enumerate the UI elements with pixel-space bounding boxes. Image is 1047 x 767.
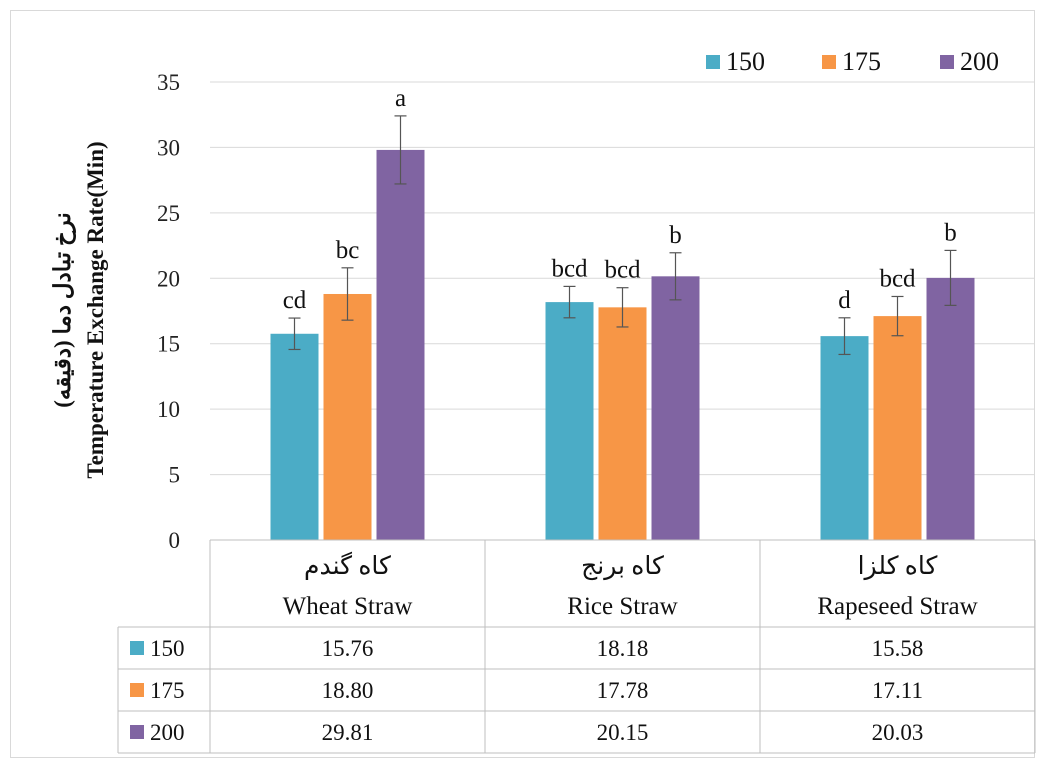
table-series-swatch — [130, 641, 144, 655]
legend: 150 175 200 — [706, 47, 999, 76]
bar-175-1 — [598, 307, 647, 540]
table-cell-value: 29.81 — [322, 720, 374, 745]
table-cell-value: 15.76 — [322, 636, 374, 661]
y-tick-label: 5 — [169, 463, 181, 488]
bars — [270, 149, 975, 540]
significance-letter: cd — [283, 287, 307, 314]
table-series-swatch — [130, 725, 144, 739]
significance-letter: b — [944, 219, 957, 246]
table-series-name: 200 — [150, 720, 185, 745]
significance-letter: b — [669, 222, 682, 249]
category-label-en: Rapeseed Straw — [817, 593, 977, 620]
table-cell-value: 17.78 — [597, 678, 649, 703]
y-tick-label: 30 — [157, 135, 180, 160]
chart-frame — [10, 10, 1035, 758]
y-tick-label: 0 — [169, 528, 181, 553]
table-cell-value: 18.18 — [597, 636, 649, 661]
category-label-en: Wheat Straw — [283, 593, 413, 620]
table-cell-value: 17.11 — [872, 678, 923, 703]
y-tick-label: 10 — [157, 397, 180, 422]
category-label-fa: کاه برنج — [581, 553, 664, 581]
y-tick-label: 25 — [157, 201, 180, 226]
bar-150-1 — [545, 302, 594, 540]
y-tick-label: 15 — [157, 332, 180, 357]
y-tick-label: 35 — [157, 70, 180, 95]
y-axis-label-fa: نرخ تبادل دما (دقیقه) — [50, 212, 77, 408]
table-cell-value: 18.80 — [322, 678, 374, 703]
significance-letter: bc — [336, 237, 360, 264]
legend-swatch — [706, 55, 720, 69]
table-cell-value: 15.58 — [872, 636, 924, 661]
bar-200-1 — [651, 276, 700, 540]
table-series-name: 175 — [150, 678, 185, 703]
legend-label: 150 — [726, 47, 765, 76]
significance-letter: d — [838, 287, 851, 314]
y-axis-ticks: 0 5 10 15 20 25 30 35 — [157, 70, 180, 553]
category-label-fa: کاه گندم — [304, 551, 391, 580]
y-tick-label: 20 — [157, 266, 180, 291]
significance-letter: a — [395, 85, 406, 112]
table-cell-value: 20.03 — [872, 720, 924, 745]
table-series-swatch — [130, 683, 144, 697]
legend-swatch — [822, 55, 836, 69]
y-axis-label: نرخ تبادل دما (دقیقه) Temperature Exchang… — [50, 141, 108, 478]
significance-letter: bcd — [551, 255, 588, 282]
bar-150-2 — [820, 336, 869, 540]
legend-label: 200 — [960, 47, 999, 76]
category-label-en: Rice Straw — [567, 593, 677, 620]
bar-150-0 — [270, 333, 319, 540]
y-axis-label-en: Temperature Exchange Rate(Min) — [83, 141, 108, 478]
bar-200-2 — [926, 277, 975, 540]
significance-letter: bcd — [604, 257, 641, 284]
legend-swatch — [940, 55, 954, 69]
error-bars — [288, 115, 957, 356]
bar-175-0 — [323, 293, 372, 540]
category-label-fa: کاه کلزا — [858, 553, 938, 581]
bar-200-0 — [376, 149, 425, 540]
table-series-name: 150 — [150, 636, 185, 661]
data-table: کاه گندم Wheat Straw کاه برنج Rice Straw کاه… — [117, 539, 1036, 754]
table-cell-value: 20.15 — [597, 720, 649, 745]
legend-label: 175 — [842, 47, 881, 76]
bar-175-2 — [873, 316, 922, 540]
significance-letter: bcd — [879, 265, 916, 292]
